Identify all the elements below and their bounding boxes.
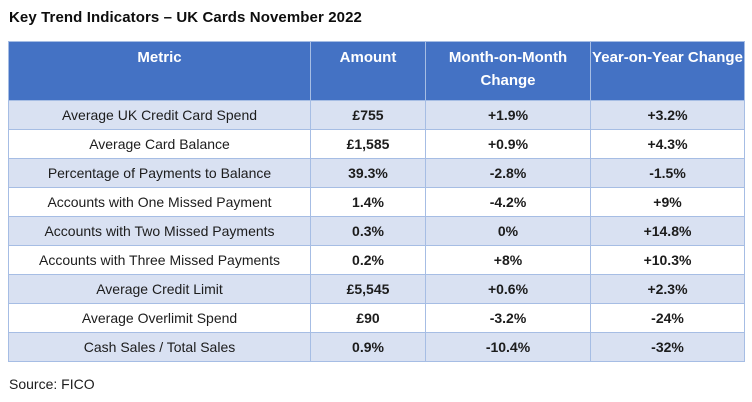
table-row: Average Credit Limit £5,545 +0.6% +2.3% bbox=[8, 274, 745, 304]
amount-cell: £755 bbox=[310, 100, 426, 130]
key-trend-indicators-table: Metric Amount Month-on-Month Change Year… bbox=[8, 41, 745, 362]
table-body: Average UK Credit Card Spend £755 +1.9% +3.… bbox=[8, 100, 745, 362]
metric-cell: Average Overlimit Spend bbox=[8, 303, 311, 333]
column-header-metric: Metric bbox=[8, 41, 311, 101]
table-row: Accounts with One Missed Payment 1.4% -4.2… bbox=[8, 187, 745, 217]
yoy-change-cell: +4.3% bbox=[590, 129, 745, 159]
figure-title: Key Trend Indicators – UK Cards November… bbox=[9, 9, 362, 26]
metric-cell: Percentage of Payments to Balance bbox=[8, 158, 311, 188]
mom-change-cell: -2.8% bbox=[425, 158, 591, 188]
metric-cell: Accounts with Three Missed Payments bbox=[8, 245, 311, 275]
yoy-change-cell: -24% bbox=[590, 303, 745, 333]
amount-cell: 0.9% bbox=[310, 332, 426, 362]
table-header: Metric Amount Month-on-Month Change Year… bbox=[8, 41, 745, 101]
metric-cell: Average Card Balance bbox=[8, 129, 311, 159]
table-row: Average Card Balance £1,585 +0.9% +4.3% bbox=[8, 129, 745, 159]
amount-cell: £5,545 bbox=[310, 274, 426, 304]
table-row: Average UK Credit Card Spend £755 +1.9% +3.… bbox=[8, 100, 745, 130]
yoy-change-cell: +2.3% bbox=[590, 274, 745, 304]
header-row: Metric Amount Month-on-Month Change Year… bbox=[8, 41, 745, 101]
table-row: Accounts with Two Missed Payments 0.3% 0% +… bbox=[8, 216, 745, 246]
yoy-change-cell: +9% bbox=[590, 187, 745, 217]
mom-change-cell: +0.9% bbox=[425, 129, 591, 159]
amount-cell: 1.4% bbox=[310, 187, 426, 217]
amount-cell: 0.3% bbox=[310, 216, 426, 246]
metric-cell: Cash Sales / Total Sales bbox=[8, 332, 311, 362]
amount-cell: 39.3% bbox=[310, 158, 426, 188]
mom-change-cell: +0.6% bbox=[425, 274, 591, 304]
table-row: Accounts with Three Missed Payments 0.2% +… bbox=[8, 245, 745, 275]
yoy-change-cell: -32% bbox=[590, 332, 745, 362]
table-row: Percentage of Payments to Balance 39.3% -2… bbox=[8, 158, 745, 188]
metric-cell: Average Credit Limit bbox=[8, 274, 311, 304]
table-row: Average Overlimit Spend £90 -3.2% -24% bbox=[8, 303, 745, 333]
yoy-change-cell: +10.3% bbox=[590, 245, 745, 275]
column-header-mom-change: Month-on-Month Change bbox=[425, 41, 591, 101]
mom-change-cell: -4.2% bbox=[425, 187, 591, 217]
table-row: Cash Sales / Total Sales 0.9% -10.4% -32% bbox=[8, 332, 745, 362]
mom-change-cell: -10.4% bbox=[425, 332, 591, 362]
metric-cell: Accounts with One Missed Payment bbox=[8, 187, 311, 217]
amount-cell: 0.2% bbox=[310, 245, 426, 275]
mom-change-cell: 0% bbox=[425, 216, 591, 246]
metric-cell: Accounts with Two Missed Payments bbox=[8, 216, 311, 246]
yoy-change-cell: +3.2% bbox=[590, 100, 745, 130]
mom-change-cell: +8% bbox=[425, 245, 591, 275]
amount-cell: £1,585 bbox=[310, 129, 426, 159]
metric-cell: Average UK Credit Card Spend bbox=[8, 100, 311, 130]
yoy-change-cell: -1.5% bbox=[590, 158, 745, 188]
mom-change-cell: -3.2% bbox=[425, 303, 591, 333]
source-credit: Source: FICO bbox=[9, 376, 95, 392]
column-header-amount: Amount bbox=[310, 41, 426, 101]
column-header-yoy-change: Year-on-Year Change bbox=[590, 41, 745, 101]
mom-change-cell: +1.9% bbox=[425, 100, 591, 130]
amount-cell: £90 bbox=[310, 303, 426, 333]
yoy-change-cell: +14.8% bbox=[590, 216, 745, 246]
